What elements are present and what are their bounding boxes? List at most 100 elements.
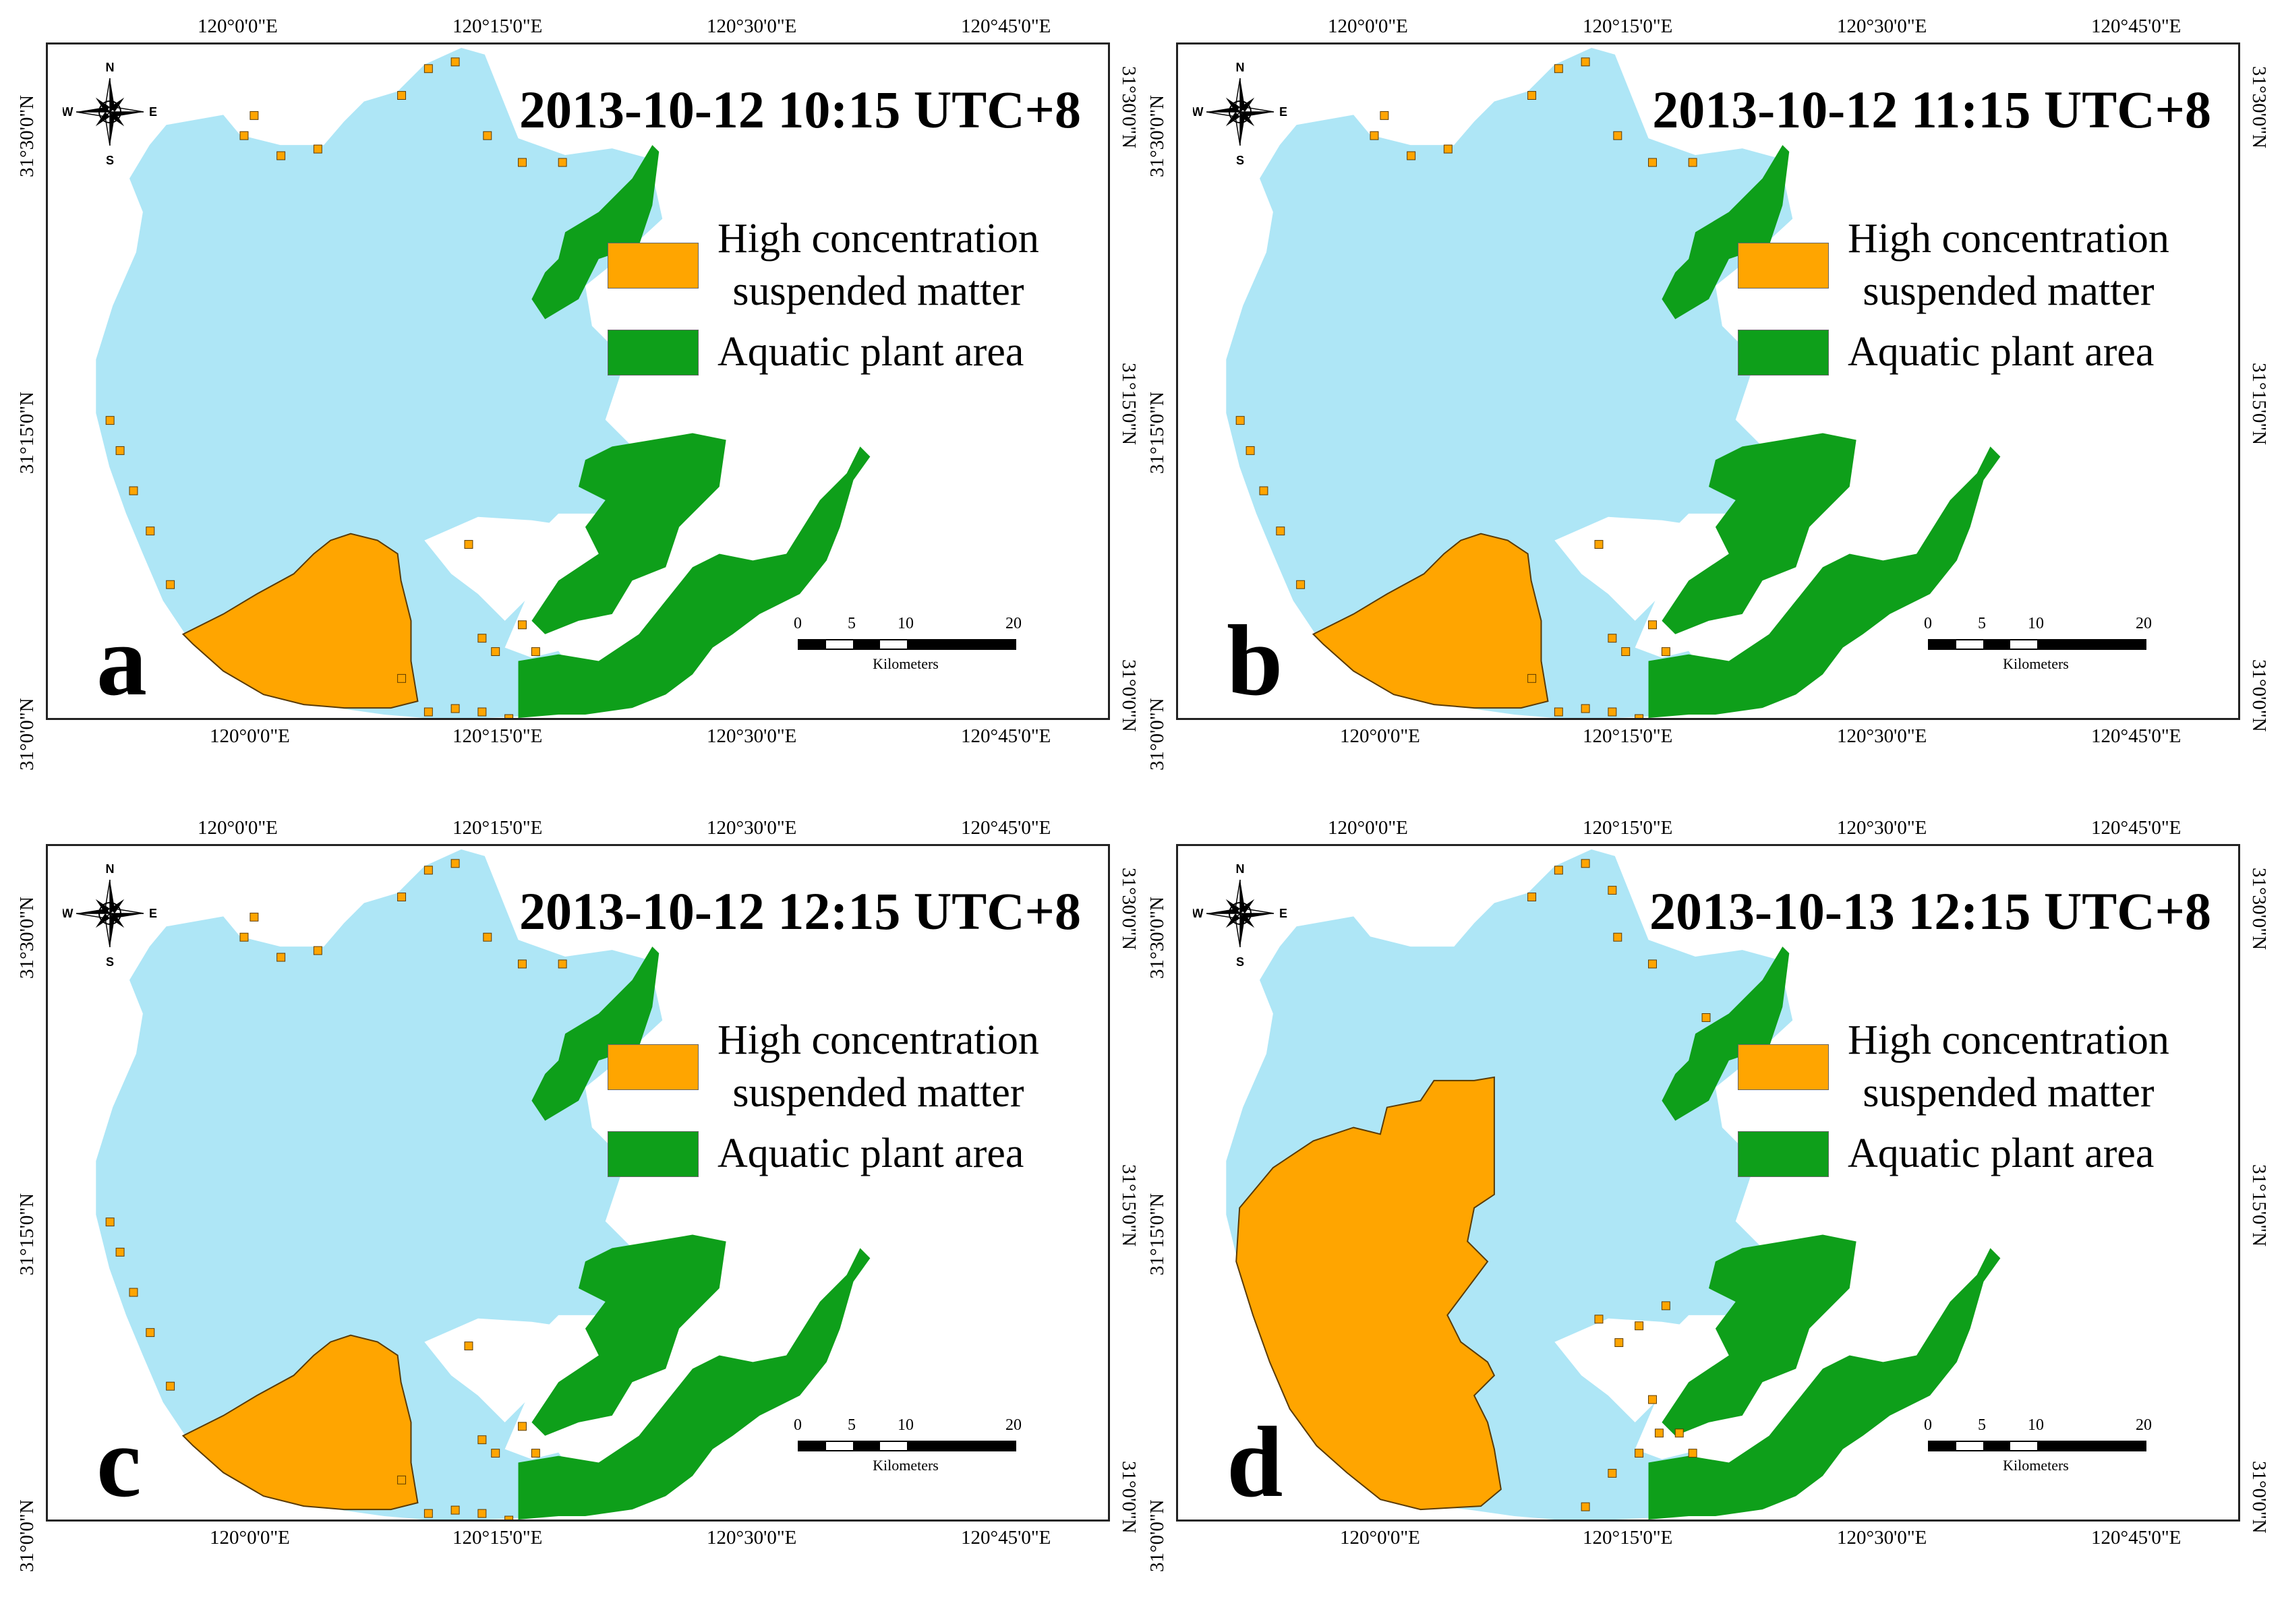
svg-text:S: S — [1236, 154, 1244, 167]
lake-map — [1226, 849, 2001, 1520]
aquatic-plant-area-east — [1662, 1234, 1856, 1436]
latitude-tick-right: 31°15'0"N — [1118, 1164, 1140, 1247]
legend-label-suspended: High concentration suspended matter — [718, 216, 1039, 314]
aquatic-plant-area-southeast — [518, 1248, 871, 1520]
suspended-speck — [397, 91, 407, 100]
longitude-tick-bottom: 120°0'0"E — [1340, 725, 1420, 747]
longitude-tick-bottom: 120°30'0"E — [1837, 1527, 1927, 1548]
shoreline-suspended-specks — [105, 859, 567, 1520]
latitude-tick-left: 31°0'0"N — [16, 1499, 38, 1572]
latitude-tick-right: 31°30'0"N — [1118, 66, 1140, 149]
island-land — [1554, 516, 1709, 621]
longitude-tick-bottom: 120°15'0"E — [452, 1527, 543, 1548]
svg-text:S: S — [106, 955, 114, 969]
latitude-tick-left: 31°0'0"N — [1146, 1499, 1168, 1572]
suspended-speck — [1608, 707, 1617, 717]
compass-rose-icon: N S E W — [1192, 61, 1288, 167]
suspended-speck — [1674, 1428, 1684, 1438]
latitude-tick-right: 31°0'0"N — [1118, 659, 1140, 732]
panel-timestamp: 2013-10-12 12:15 UTC+8 — [519, 882, 1081, 940]
latitude-tick-left: 31°30'0"N — [1146, 94, 1168, 177]
suspended-speck — [129, 1288, 138, 1297]
svg-text:S: S — [106, 154, 114, 167]
legend-swatch-suspended — [1738, 242, 1829, 289]
suspended-speck — [397, 1475, 407, 1484]
suspended-speck — [1443, 144, 1453, 154]
suspended-speck — [531, 647, 540, 657]
suspended-speck — [250, 912, 259, 922]
suspended-speck — [1370, 131, 1379, 140]
suspended-speck — [1276, 527, 1285, 536]
suspended-speck — [1621, 647, 1631, 657]
aquatic-plant-area-northeast — [531, 946, 660, 1121]
suspended-speck — [313, 144, 322, 154]
suspended-matter-area — [181, 533, 419, 709]
suspended-speck — [483, 131, 492, 140]
longitude-tick-bottom: 120°45'0"E — [961, 725, 1051, 747]
longitude-tick-top: 120°15'0"E — [1583, 16, 1673, 37]
legend-swatch-plant — [608, 329, 699, 375]
suspended-speck — [491, 647, 500, 657]
latitude-tick-left: 31°30'0"N — [1146, 896, 1168, 979]
svg-text:E: E — [1279, 907, 1287, 920]
map-panel-a: N S E W 2013-10-12 10:15 UTC+8 High conc… — [46, 42, 1110, 720]
suspended-speck — [477, 1509, 487, 1518]
map-panel-c: N S E W 2013-10-12 12:15 UTC+8 High conc… — [46, 844, 1110, 1522]
suspended-speck — [450, 859, 460, 868]
suspended-speck — [450, 1505, 460, 1515]
svg-text:N: N — [106, 61, 115, 74]
suspended-speck — [1527, 91, 1537, 100]
aquatic-plant-area-southeast — [518, 446, 871, 718]
suspended-speck — [166, 1381, 175, 1391]
aquatic-plant-area-northeast — [1662, 946, 1790, 1121]
suspended-speck — [1608, 1468, 1617, 1478]
north-arrow: N S E W — [1192, 57, 1288, 168]
legend-plant: Aquatic plant area — [1738, 326, 2154, 379]
aquatic-plant-area-southeast — [1648, 446, 2001, 718]
panel-label: d — [1227, 1406, 1283, 1518]
longitude-tick-top: 120°15'0"E — [452, 817, 543, 839]
scale-bar: 0 5 10 20 Kilometers — [1924, 615, 2152, 672]
map-panel-b: N S E W 2013-10-12 11:15 UTC+8 High conc… — [1176, 42, 2240, 720]
longitude-tick-bottom: 120°45'0"E — [2091, 725, 2181, 747]
suspended-speck — [423, 866, 433, 875]
suspended-speck — [1259, 486, 1268, 495]
shoreline-suspended-specks — [105, 57, 567, 718]
svg-text:W: W — [63, 105, 74, 119]
svg-text:W: W — [1193, 907, 1204, 920]
suspended-speck — [464, 1342, 473, 1351]
island-land — [1554, 1318, 1709, 1422]
longitude-tick-top: 120°30'0"E — [1837, 16, 1927, 37]
suspended-speck — [558, 959, 567, 969]
suspended-speck — [1594, 540, 1604, 549]
longitude-tick-top: 120°30'0"E — [707, 16, 797, 37]
legend-swatch-plant — [608, 1131, 699, 1177]
suspended-speck — [115, 1247, 125, 1257]
lake-map — [1226, 47, 2001, 718]
compass-rose-icon: N S E W — [62, 61, 158, 167]
latitude-tick-right: 31°0'0"N — [2248, 1461, 2270, 1534]
suspended-speck — [1594, 1315, 1604, 1324]
latitude-tick-left: 31°15'0"N — [16, 1193, 38, 1275]
latitude-tick-right: 31°15'0"N — [1118, 363, 1140, 446]
suspended-speck — [423, 64, 433, 73]
latitude-tick-right: 31°0'0"N — [1118, 1461, 1140, 1534]
suspended-speck — [115, 446, 125, 455]
longitude-tick-top: 120°30'0"E — [1837, 817, 1927, 839]
scale-bar: 0 5 10 20 Kilometers — [1924, 1416, 2152, 1474]
suspended-speck — [1635, 714, 1644, 718]
suspended-speck — [477, 634, 487, 643]
suspended-speck — [146, 1328, 155, 1337]
latitude-tick-left: 31°15'0"N — [1146, 391, 1168, 474]
suspended-speck — [450, 704, 460, 713]
suspended-speck — [1554, 64, 1563, 73]
suspended-speck — [518, 620, 527, 630]
suspended-speck — [477, 1435, 487, 1445]
longitude-tick-bottom: 120°30'0"E — [707, 725, 797, 747]
suspended-speck — [1613, 131, 1622, 140]
suspended-speck — [397, 673, 407, 683]
north-arrow: N S E W — [62, 57, 158, 168]
svg-text:N: N — [1236, 862, 1245, 876]
suspended-speck — [450, 57, 460, 67]
suspended-speck — [1648, 959, 1657, 969]
